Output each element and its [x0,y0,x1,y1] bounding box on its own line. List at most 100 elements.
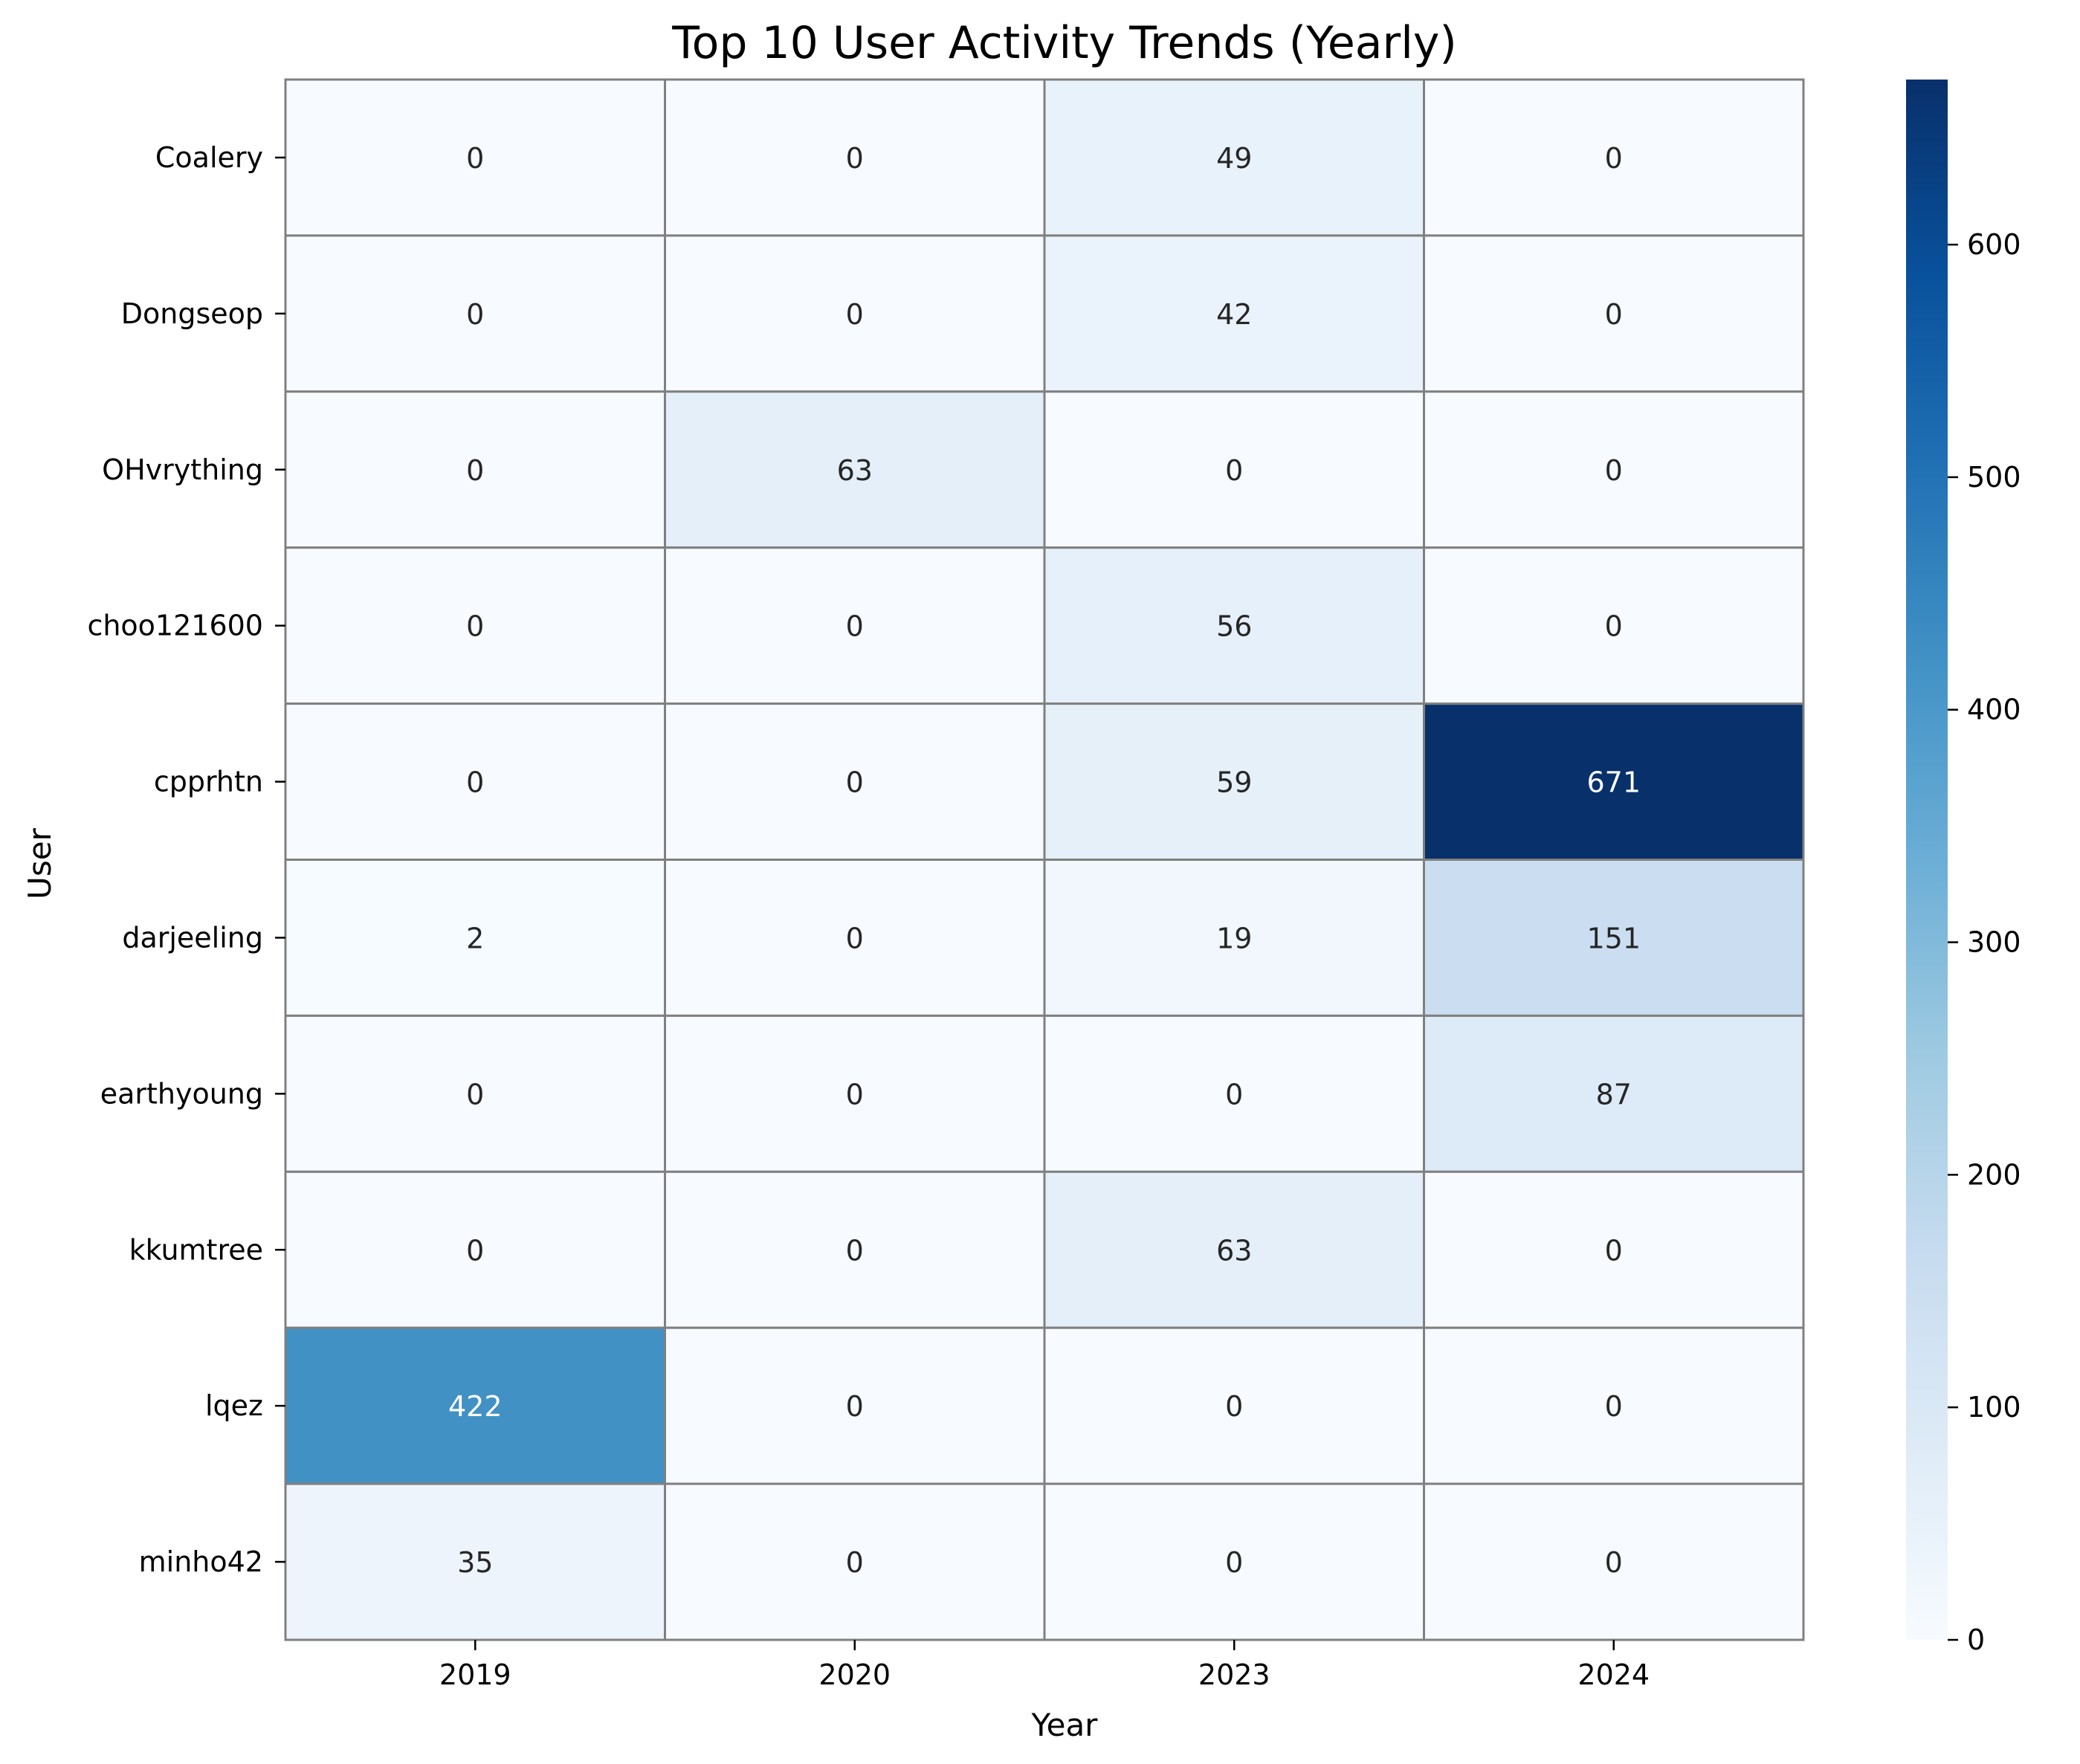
cell-value-label: 0 [1605,298,1623,331]
colorbar-gradient [1906,80,1948,1640]
heatmap-cell [1423,390,1805,549]
heatmap-cell [1423,1326,1805,1485]
heatmap-cell [664,390,1046,549]
heatmap-cell [284,1482,666,1641]
y-tick-label: choo121600 [87,610,263,642]
cell-value-label: 0 [466,298,484,331]
cell-value-label: 0 [1225,1390,1243,1423]
heatmap-cell [664,859,1046,1017]
cell-value-label: 0 [466,142,484,175]
cell-value-label: 56 [1216,610,1252,643]
heatmap-cell [1423,1014,1805,1173]
cell-value-label: 0 [846,1234,864,1267]
cell-value-label: 59 [1216,766,1252,799]
heatmap-cell [284,1014,666,1173]
x-tick-label: 2020 [818,1658,891,1691]
heatmap-cell [664,546,1046,705]
cell-value-label: 0 [466,610,484,643]
y-tick-label: lqez [205,1389,263,1422]
heatmap-cell [1423,78,1805,237]
x-axis: 2019 2020 2023 2024 [439,1640,1650,1691]
cell-value-label: 0 [1225,1078,1243,1111]
heatmap-cell [284,702,666,861]
heatmap-cell [1043,702,1425,861]
colorbar-tick-label: 600 [1967,228,2021,261]
cell-value-label: 0 [1605,1234,1623,1267]
heatmap-cell [1043,1326,1425,1485]
y-tick-label: Coalery [155,141,263,174]
y-tick-label: cpprhtn [154,766,263,798]
cell-value-label: 42 [1216,298,1252,331]
cell-value-label: 0 [846,142,864,175]
cell-value-label: 0 [846,922,864,954]
heatmap-cell [1423,546,1805,705]
heatmap-cell [1043,1014,1425,1173]
cell-value-label: 0 [846,1390,864,1423]
cell-value-label: 0 [846,1078,864,1111]
y-tick-label: kkumtree [129,1233,263,1266]
heatmap-cell [664,78,1046,237]
cell-value-label: 0 [1605,142,1623,175]
colorbar-tick-label: 500 [1967,461,2021,494]
heatmap-cell [664,234,1046,393]
cell-value-label: 422 [448,1390,503,1423]
heatmap-cell [284,234,666,393]
y-tick-label: darjeeling [122,921,263,954]
heatmap-cell [284,859,666,1017]
cell-value-label: 0 [1605,1546,1623,1579]
cell-value-label: 0 [1605,454,1623,487]
colorbar-tick-label: 100 [1967,1391,2021,1424]
cell-value-label: 0 [1225,1546,1243,1579]
heatmap-cells [284,78,1805,1641]
cell-value-label: 671 [1586,766,1641,799]
heatmap-cell [1423,702,1805,861]
colorbar-tick-label: 400 [1967,694,2021,726]
cell-value-label: 0 [466,454,484,487]
cell-value-label: 87 [1596,1078,1632,1111]
heatmap-cell [1043,78,1425,237]
colorbar-tick-label: 200 [1967,1158,2021,1191]
colorbar: 0 100 200 300 400 500 600 [1906,80,2021,1656]
x-axis-label: Year [1031,1707,1099,1743]
cell-value-label: 2 [466,922,484,954]
heatmap-cell [284,1170,666,1329]
cell-annotations: 0 0 49 0 0 0 42 0 0 63 0 0 0 0 56 0 0 0 59 671 2 0 19 151 0 0 0 87 0… [448,142,1641,1579]
cell-value-label: 19 [1216,922,1252,954]
y-tick-label: earthyoung [100,1077,263,1110]
cell-value-label: 63 [1216,1234,1252,1267]
y-tick-label: Dongseop [121,297,263,330]
y-axis: Coalery Dongseop OHvrything choo121600 cpprh… [87,141,285,1578]
x-tick-label: 2024 [1577,1658,1650,1691]
cell-value-label: 0 [1225,454,1243,487]
y-axis-label: User [22,827,58,899]
heatmap-cell [664,1482,1046,1641]
x-tick-label: 2019 [439,1658,511,1691]
cell-value-label: 49 [1216,142,1252,175]
x-tick-label: 2023 [1198,1658,1270,1691]
heatmap-cell [284,546,666,705]
chart-title: Top 10 User Activity Trends (Yearly) [671,17,1457,69]
cell-value-label: 63 [837,454,873,487]
heatmap-cell [664,702,1046,861]
cell-value-label: 151 [1586,922,1641,954]
y-tick-label: minho42 [139,1545,263,1578]
heatmap-cell [1423,859,1805,1017]
cell-value-label: 0 [1605,610,1623,643]
cell-value-label: 0 [1605,1390,1623,1423]
cell-value-label: 0 [846,610,864,643]
heatmap-cell [1043,546,1425,705]
cell-value-label: 0 [846,766,864,799]
colorbar-tick-label: 300 [1967,926,2021,959]
heatmap-cell [1423,234,1805,393]
heatmap-cell [1043,859,1425,1017]
cell-value-label: 0 [846,298,864,331]
cell-value-label: 0 [466,1078,484,1111]
heatmap-cell [1043,1170,1425,1329]
cell-value-label: 0 [846,1546,864,1579]
cell-value-label: 0 [466,766,484,799]
colorbar-tick-label: 0 [1967,1624,1985,1656]
cell-value-label: 0 [466,1234,484,1267]
heatmap-cell [1423,1482,1805,1641]
